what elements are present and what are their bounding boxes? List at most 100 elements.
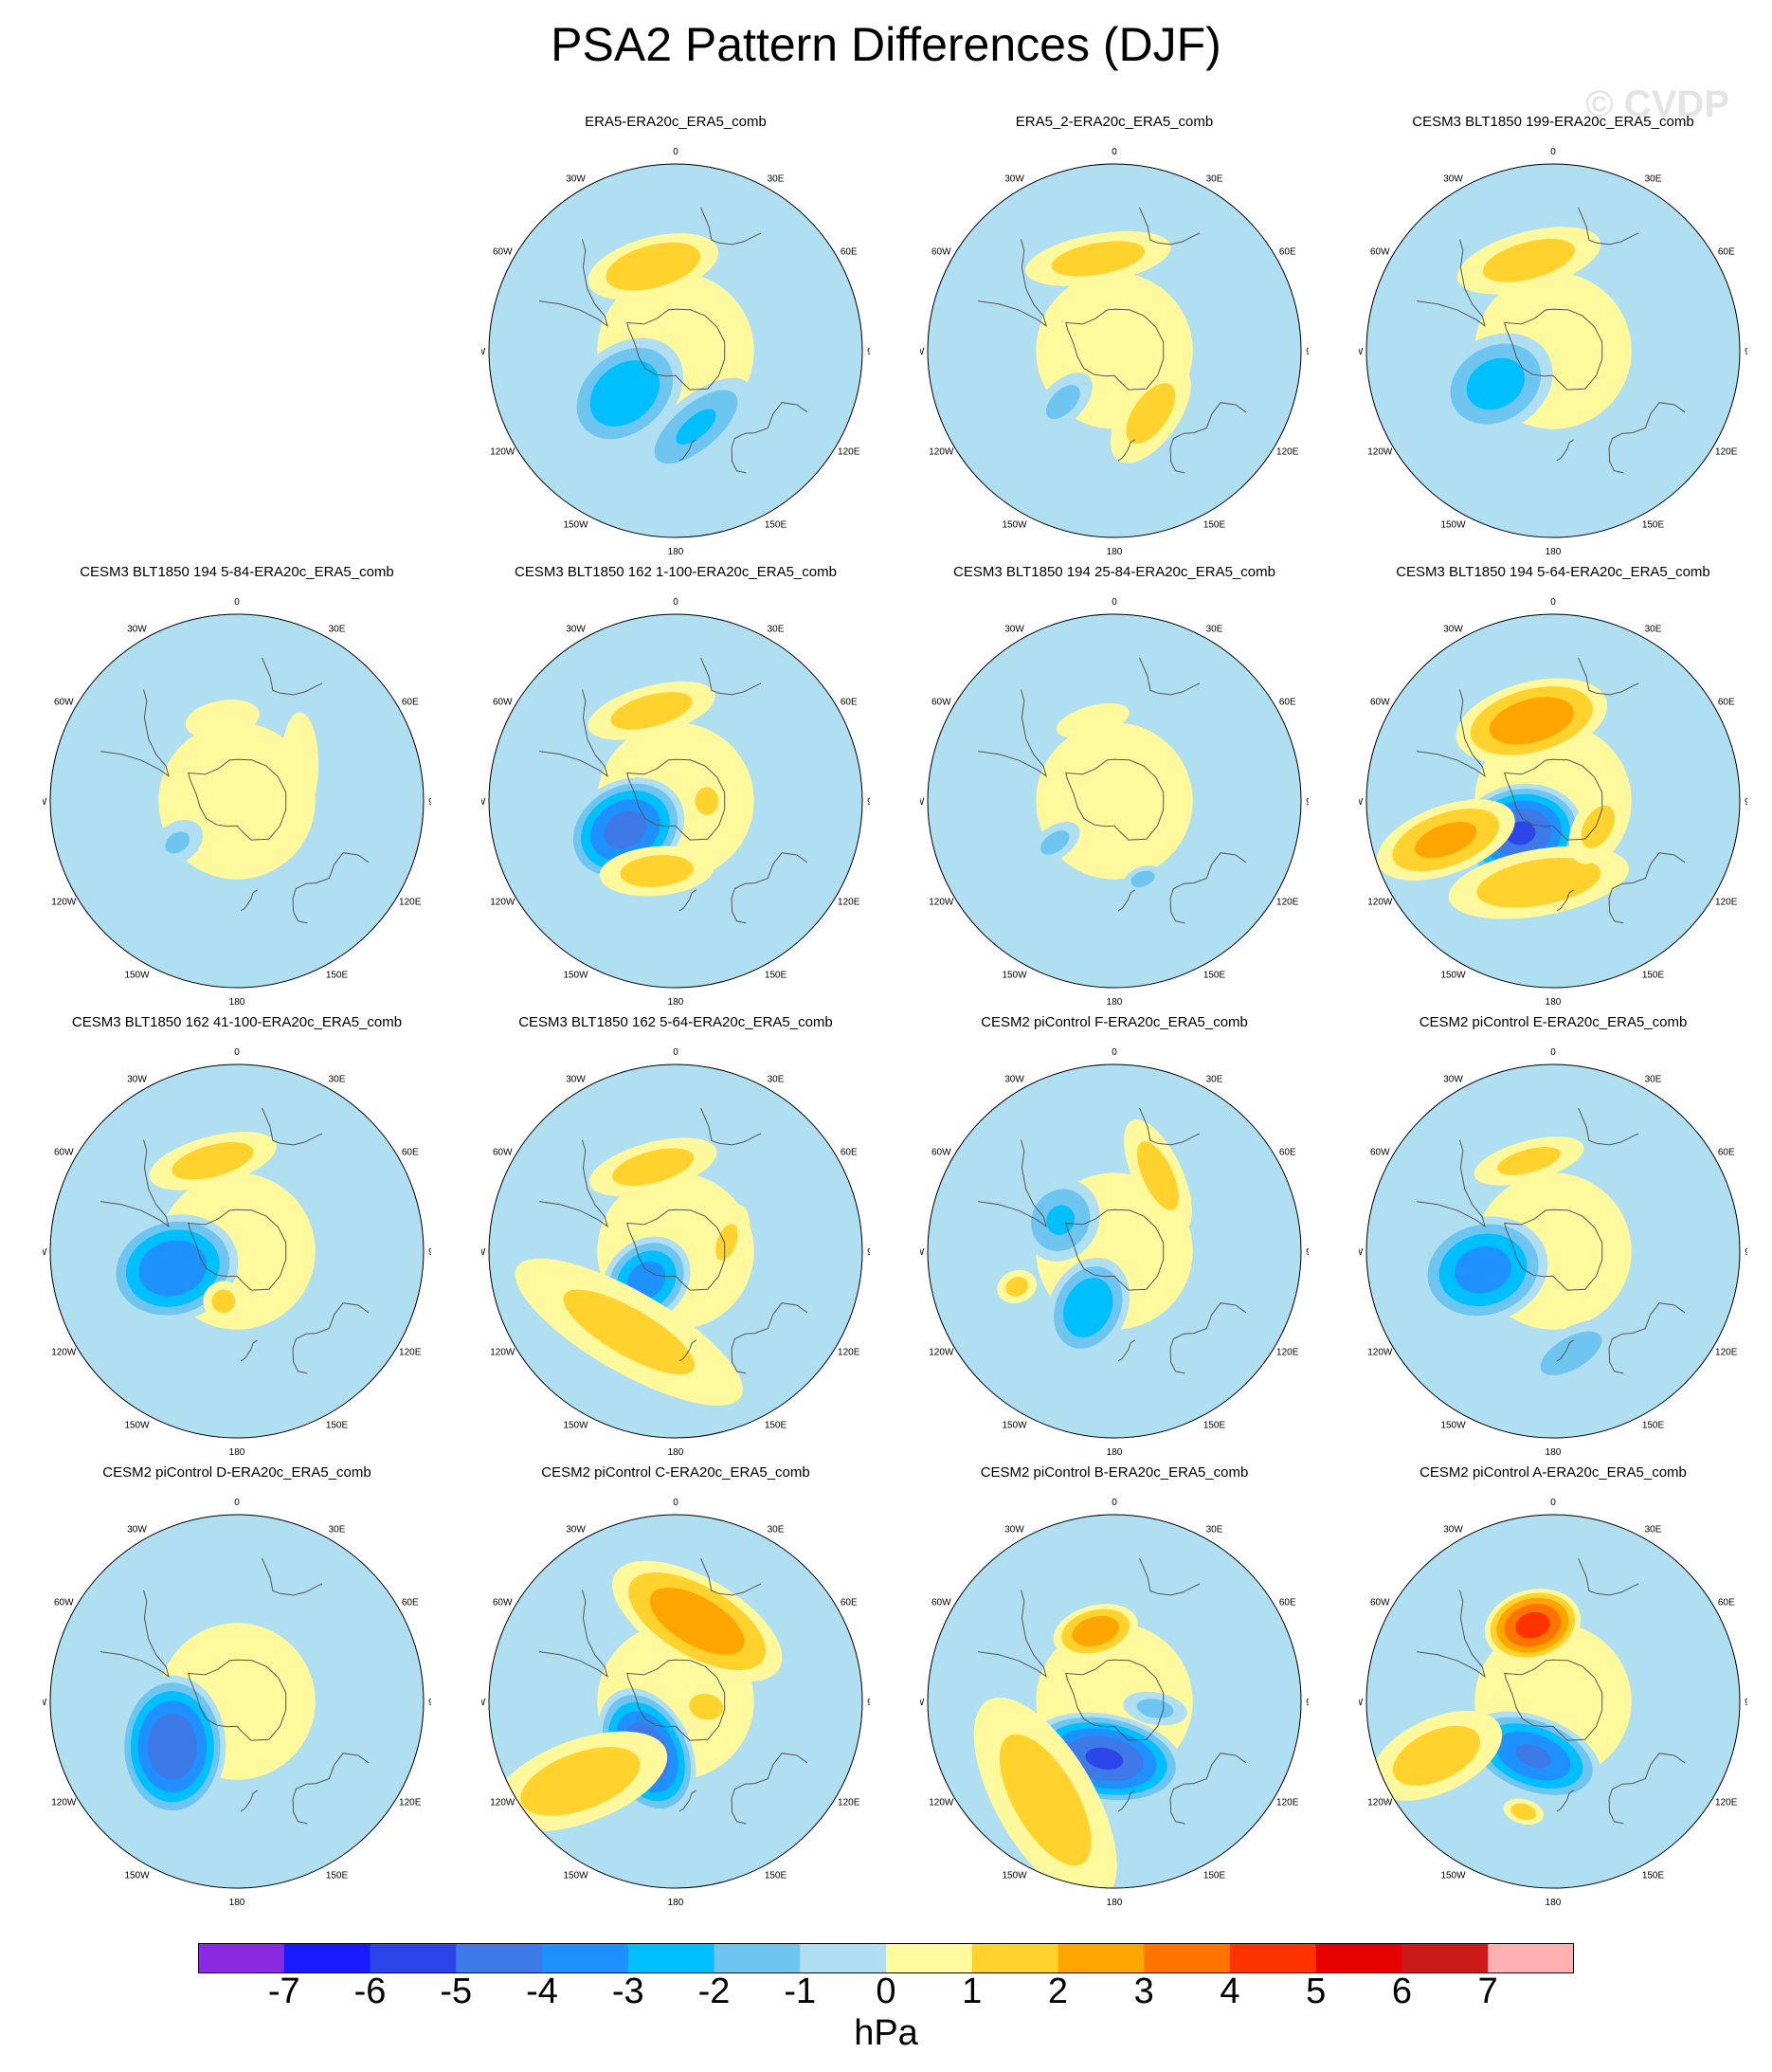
longitude-label: 60E bbox=[402, 1598, 419, 1609]
longitude-label: 90W bbox=[43, 1698, 47, 1708]
coastline bbox=[977, 239, 1047, 328]
map-panel: CESM2 piControl C-ERA20c_ERA5_comb 0 30E 60… bbox=[481, 1464, 870, 1907]
anomaly-contour bbox=[695, 787, 719, 815]
longitude-label: 60W bbox=[493, 1148, 513, 1158]
coastline bbox=[731, 1302, 808, 1374]
longitude-label: 120W bbox=[929, 898, 954, 908]
coastline bbox=[262, 1557, 323, 1596]
longitude-label: 120W bbox=[490, 447, 515, 458]
anomaly-contour bbox=[1072, 1615, 1119, 1647]
coastline bbox=[1608, 1753, 1686, 1825]
map-panel: CESM3 BLT1850 199-ERA20c_ERA5_comb 0 30E 60… bbox=[1359, 114, 1747, 556]
anomaly-contour bbox=[1005, 1277, 1029, 1297]
longitude-label: 60E bbox=[841, 698, 858, 708]
coastline bbox=[1504, 308, 1603, 391]
longitude-label: 180 bbox=[668, 1447, 684, 1457]
panel-title: CESM2 piControl D-ERA20c_ERA5_comb bbox=[102, 1464, 371, 1481]
anomaly-contour bbox=[138, 1240, 208, 1297]
colorbar-tick-label: -1 bbox=[784, 1972, 817, 2011]
longitude-label: 180 bbox=[229, 1898, 245, 1907]
colorbar-tick-label: 1 bbox=[962, 1972, 983, 2011]
anomaly-contour bbox=[1040, 830, 1070, 855]
longitude-label: 90W bbox=[481, 1247, 486, 1258]
panel-title: CESM3 BLT1850 199-ERA20c_ERA5_comb bbox=[1412, 114, 1694, 130]
anomaly-contour bbox=[1056, 703, 1130, 738]
longitude-label: 0 bbox=[234, 1498, 240, 1508]
longitude-label: 90W bbox=[920, 1247, 925, 1258]
colorbar-swatch bbox=[1230, 1943, 1317, 1973]
colorbar-tick-label: 5 bbox=[1306, 1972, 1327, 2011]
coastline bbox=[700, 657, 762, 696]
longitude-label: 150W bbox=[124, 1871, 150, 1881]
map-border bbox=[488, 163, 863, 538]
panel-title: CESM2 piControl B-ERA20c_ERA5_comb bbox=[980, 1464, 1249, 1481]
colorbar-swatch bbox=[370, 1943, 457, 1973]
longitude-label: 0 bbox=[1550, 147, 1556, 157]
map-border bbox=[488, 1063, 863, 1439]
longitude-label: 30E bbox=[1206, 173, 1223, 184]
longitude-label: 150E bbox=[1203, 1421, 1226, 1431]
colorbar-units: hPa bbox=[854, 2013, 918, 2053]
anomaly-contour bbox=[172, 1142, 254, 1180]
anomaly-contour bbox=[676, 409, 716, 445]
polar-map: 0 30E 60E 90E 120E 150E 180 150W 120W 90W 60W 30W bbox=[920, 147, 1309, 556]
longitude-label: 120E bbox=[838, 898, 860, 908]
longitude-label: 0 bbox=[1550, 1047, 1556, 1058]
anomaly-contour bbox=[165, 831, 190, 854]
longitude-label: 60E bbox=[1279, 247, 1296, 258]
map-panel: CESM3 BLT1850 162 41-100-ERA20c_ERA5_com… bbox=[43, 1014, 431, 1457]
longitude-label: 30E bbox=[329, 624, 346, 634]
map-panel: CESM2 piControl E-ERA20c_ERA5_comb 0 30E 60… bbox=[1359, 1014, 1747, 1457]
longitude-label: 60E bbox=[841, 1598, 858, 1609]
longitude-label: 30E bbox=[768, 1074, 785, 1084]
coastline bbox=[977, 689, 1047, 778]
longitude-label: 90W bbox=[43, 797, 47, 808]
map-panel: CESM3 BLT1850 162 5-64-ERA20c_ERA5_comb 0… bbox=[481, 1014, 870, 1457]
longitude-label: 60W bbox=[54, 1148, 74, 1158]
polar-map: 0 30E 60E 90E 120E 150E 180 150W 120W 90W 60W 30W bbox=[43, 1498, 431, 1907]
longitude-label: 150W bbox=[1002, 520, 1027, 531]
colorbar-tick-label: 4 bbox=[1220, 1972, 1240, 2011]
longitude-label: 60E bbox=[841, 1148, 858, 1158]
anomaly-contour bbox=[1515, 1611, 1550, 1639]
longitude-label: 30E bbox=[1645, 173, 1662, 184]
longitude-label: 90E bbox=[1306, 347, 1309, 357]
map-border bbox=[927, 613, 1302, 989]
longitude-label: 30W bbox=[566, 1074, 586, 1084]
longitude-label: 0 bbox=[234, 597, 240, 608]
anomaly-contour bbox=[1136, 1140, 1179, 1210]
longitude-label: 90E bbox=[867, 1247, 870, 1258]
polar-map: 0 30E 60E 90E 120E 150E 180 150W 120W 90W 60W 30W bbox=[1359, 597, 1747, 1007]
longitude-label: 150E bbox=[765, 1421, 787, 1431]
longitude-label: 120E bbox=[1276, 447, 1299, 458]
map-panel: CESM2 piControl D-ERA20c_ERA5_comb 0 30E 60… bbox=[43, 1464, 431, 1907]
longitude-label: 150W bbox=[563, 971, 588, 981]
coastline bbox=[1608, 1302, 1686, 1374]
anomaly-contour bbox=[563, 1289, 696, 1375]
colorbar-tick-label: 2 bbox=[1047, 1972, 1069, 2011]
anomaly-contour bbox=[649, 1587, 745, 1655]
longitude-label: 120W bbox=[929, 447, 954, 458]
longitude-label: 0 bbox=[234, 1047, 240, 1058]
anomaly-contour bbox=[589, 360, 660, 427]
longitude-label: 60E bbox=[1718, 1148, 1735, 1158]
longitude-label: 120W bbox=[1367, 447, 1393, 458]
longitude-label: 30E bbox=[1645, 624, 1662, 634]
longitude-label: 150W bbox=[563, 520, 588, 531]
longitude-label: 30W bbox=[1443, 173, 1463, 184]
map-border bbox=[927, 1514, 1302, 1889]
longitude-label: 30W bbox=[1004, 1524, 1024, 1535]
coastline bbox=[1139, 1557, 1201, 1596]
longitude-label: 180 bbox=[668, 547, 684, 556]
longitude-label: 60W bbox=[1370, 698, 1390, 708]
anomaly-contour bbox=[147, 1713, 198, 1780]
map-border bbox=[488, 1514, 863, 1889]
longitude-label: 90E bbox=[1745, 1698, 1747, 1708]
colorbar-swatch bbox=[456, 1943, 543, 1973]
longitude-label: 90E bbox=[867, 797, 870, 808]
panel-title: CESM2 piControl E-ERA20c_ERA5_comb bbox=[1419, 1014, 1688, 1030]
longitude-label: 180 bbox=[1546, 547, 1562, 556]
coastline bbox=[678, 1339, 696, 1362]
colorbar-swatch bbox=[800, 1943, 887, 1973]
longitude-label: 120E bbox=[1276, 1798, 1299, 1808]
